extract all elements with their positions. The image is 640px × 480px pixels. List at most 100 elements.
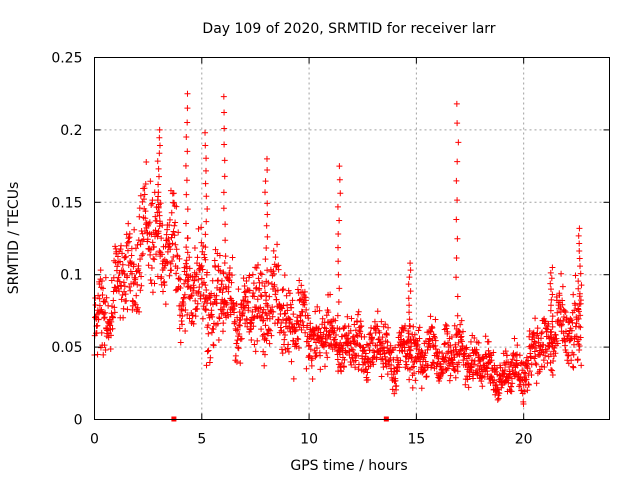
data-point [432,337,439,344]
data-point [123,297,130,304]
data-point [541,364,548,371]
data-point [293,343,300,350]
data-point [575,308,582,315]
data-point [184,249,191,256]
data-point [235,286,242,293]
data-point [262,256,269,263]
data-point [232,352,239,359]
data-point [367,340,374,347]
data-point [357,318,364,325]
data-point [158,251,165,258]
data-point [429,324,436,331]
data-point [241,297,248,304]
data-point [99,285,106,292]
data-point [397,332,404,339]
data-point [196,284,203,291]
data-point [142,180,149,187]
data-point [549,367,556,374]
data-point [126,238,133,245]
data-point [222,237,229,244]
data-point [171,199,178,206]
data-point [272,254,279,261]
data-point [279,350,286,357]
data-point [220,301,227,308]
data-point [114,263,121,270]
data-point [323,328,330,335]
data-point [560,317,567,324]
data-point [95,292,102,299]
data-point [243,277,250,284]
data-point [559,301,566,308]
data-point [336,163,343,170]
data-point [422,367,429,374]
data-point [442,366,449,373]
data-point [127,287,134,294]
data-point [119,261,126,268]
data-point [120,279,127,286]
data-point [370,361,377,368]
data-point [94,351,101,358]
data-point [261,283,268,290]
data-point [576,255,583,262]
data-point [186,315,193,322]
data-point [549,318,556,325]
data-point [514,351,521,358]
data-point [570,351,577,358]
data-point [559,283,566,290]
data-point [422,350,429,357]
data-point [387,354,394,361]
data-point [575,285,582,292]
data-point [570,341,577,348]
data-point [453,216,460,223]
data-point [210,342,217,349]
data-point [263,293,270,300]
data-point [540,349,547,356]
data-point [144,236,151,243]
data-point [406,351,413,358]
data-point [190,320,197,327]
data-point [302,297,309,304]
data-point [319,315,326,322]
data-point [362,350,369,357]
data-point [385,324,392,331]
data-point [262,189,269,196]
data-point [124,272,131,279]
data-point [309,375,316,382]
data-point [484,371,491,378]
data-point [264,211,271,218]
data-point [468,357,475,364]
data-point [156,126,163,133]
data-point [463,344,470,351]
data-point [453,254,460,261]
data-point [203,286,210,293]
data-point [307,320,314,327]
data-point [413,342,420,349]
data-point [437,363,444,370]
data-point [282,332,289,339]
data-point [481,373,488,380]
data-point [378,373,385,380]
data-point [200,291,207,298]
data-point [257,304,264,311]
data-point [290,375,297,382]
data-point [176,325,183,332]
data-point [532,360,539,367]
data-point [262,178,269,185]
data-point [237,360,244,367]
data-point [337,339,344,346]
data-point [125,220,132,227]
data-point [317,329,324,336]
data-point [451,367,458,374]
data-point [152,213,159,220]
data-point [204,269,211,276]
data-point [235,321,242,328]
data-point [402,364,409,371]
data-point [295,336,302,343]
data-point [335,258,342,265]
data-point [180,301,187,308]
data-point [577,300,584,307]
data-point [221,109,228,116]
data-point [256,285,263,292]
data-point [192,297,199,304]
data-point [554,309,561,316]
